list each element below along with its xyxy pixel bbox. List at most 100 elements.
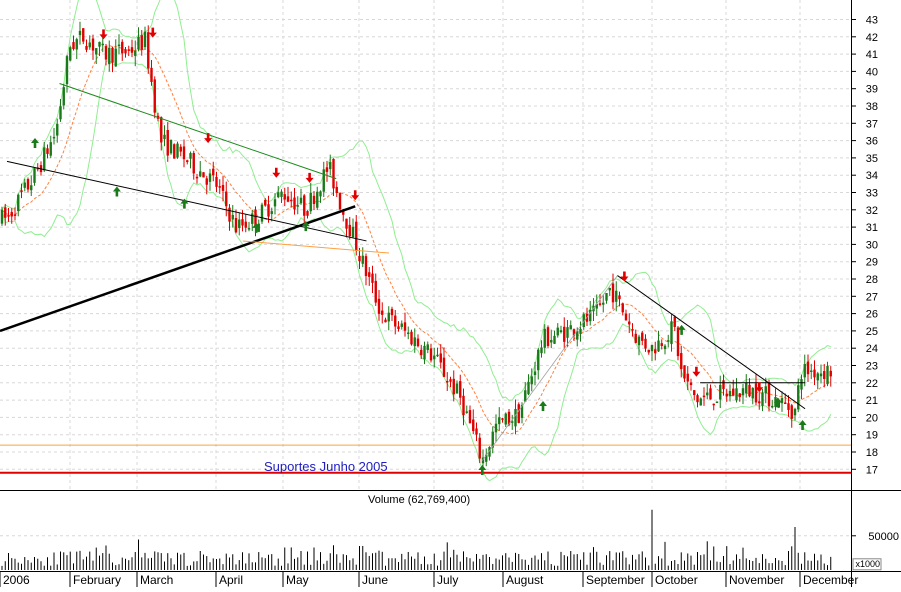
candle-body — [719, 384, 722, 400]
candle-body — [56, 123, 59, 136]
candle-body — [569, 325, 572, 330]
upper-band — [1, 0, 831, 401]
candle-body — [657, 340, 660, 352]
candle-body — [514, 408, 517, 427]
candle-body — [459, 381, 462, 398]
candle-body — [88, 42, 91, 48]
candle-body — [335, 186, 338, 194]
candle-body — [26, 179, 30, 190]
buy-arrow — [798, 420, 807, 431]
candle-body — [829, 370, 832, 377]
candle-body — [91, 38, 95, 51]
candle-body — [374, 280, 377, 303]
candle-body — [468, 410, 472, 424]
candle-body — [819, 373, 823, 377]
candle-body — [4, 207, 7, 218]
volume-multiplier-box — [852, 558, 882, 571]
candle-body — [546, 327, 550, 347]
candle-body — [667, 340, 670, 342]
candle-body — [715, 401, 719, 403]
candle-body — [280, 191, 283, 197]
sell-arrow — [305, 172, 314, 183]
candle-body — [439, 353, 442, 363]
candle-body — [621, 303, 624, 313]
candle-body — [7, 215, 10, 217]
y-tick-label: 27 — [866, 291, 878, 303]
candle-body — [631, 329, 634, 331]
candle-body — [501, 418, 504, 420]
y-tick-label: 33 — [866, 188, 878, 200]
month-label: 2006 — [3, 573, 30, 587]
y-tick-label: 17 — [866, 464, 878, 476]
y-tick-label: 34 — [866, 170, 878, 182]
candle-body — [806, 361, 810, 375]
month-label: June — [362, 573, 388, 587]
candle-body — [69, 47, 72, 61]
candle-body — [485, 454, 488, 462]
candle-body — [475, 428, 478, 435]
y-tick-label: 35 — [866, 153, 878, 165]
candle-body — [260, 204, 264, 222]
price-axis: 17 18 19 20 21 22 23 24 25 26 27 28 29 30 31 32 33 34 35 36… — [851, 15, 878, 476]
month-label: August — [506, 573, 544, 587]
trend-line — [59, 83, 337, 180]
candle-body — [644, 338, 647, 349]
candle-body — [423, 345, 426, 360]
candle-body — [371, 273, 374, 283]
y-tick-label: 23 — [866, 361, 878, 373]
candle-body — [699, 398, 702, 406]
candle-body — [364, 256, 368, 277]
candle-body — [312, 195, 316, 205]
candle-body — [566, 327, 569, 338]
candle-body — [462, 395, 465, 416]
candle-body — [420, 349, 423, 356]
y-tick-label: 40 — [866, 66, 878, 78]
candle-body — [761, 392, 764, 406]
candle-body — [413, 337, 416, 347]
candle-body — [712, 403, 715, 406]
candle-body — [787, 403, 790, 410]
candle-body — [30, 185, 33, 191]
y-tick-label: 38 — [866, 101, 878, 113]
candle-body — [114, 48, 117, 67]
candle-body — [244, 221, 247, 228]
candle-body — [429, 348, 433, 361]
buy-arrow — [773, 397, 782, 408]
candle-body — [290, 199, 293, 202]
candle-body — [332, 158, 335, 189]
candle-body — [225, 191, 228, 207]
candle-body — [556, 327, 559, 336]
candle-body — [351, 226, 355, 238]
candle-body — [286, 196, 290, 202]
candlesticks — [0, 21, 832, 472]
candle-body — [771, 405, 774, 408]
candle-body — [186, 160, 189, 162]
y-tick-label: 21 — [866, 395, 878, 407]
candle-body — [192, 152, 195, 174]
candle-body — [702, 395, 706, 398]
candle-body — [680, 353, 683, 369]
candle-body — [338, 193, 342, 210]
candle-body — [595, 304, 598, 309]
candle-body — [127, 49, 130, 51]
candle-body — [397, 326, 400, 330]
candle-body — [277, 192, 280, 198]
candle-body — [754, 383, 758, 403]
candle-body — [33, 168, 36, 183]
candle-body — [689, 382, 693, 386]
y-tick-label: 22 — [866, 378, 878, 390]
candle-body — [764, 386, 767, 394]
candle-body — [13, 214, 17, 216]
candle-body — [433, 355, 436, 360]
sell-arrow — [204, 133, 213, 144]
candle-body — [728, 390, 732, 397]
candle-body — [826, 365, 829, 385]
y-tick-label: 28 — [866, 274, 878, 286]
trend-line — [242, 240, 390, 254]
candle-body — [709, 388, 712, 400]
candle-body — [137, 36, 140, 50]
candle-body — [218, 186, 221, 188]
candle-body — [725, 393, 728, 397]
candle-body — [582, 314, 585, 328]
candle-body — [608, 287, 611, 291]
